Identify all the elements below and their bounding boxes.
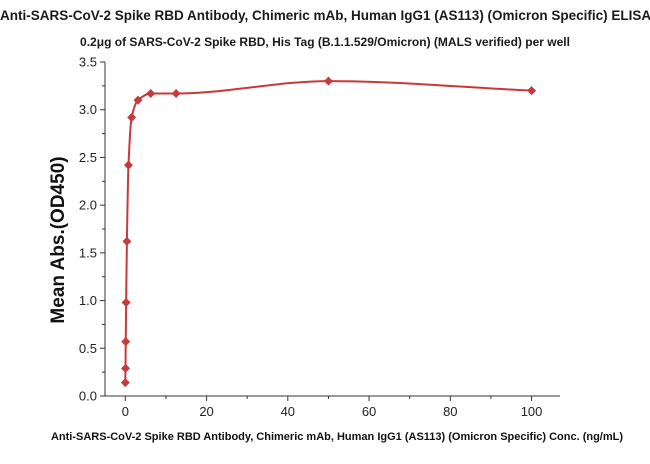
data-point bbox=[122, 236, 132, 246]
data-point bbox=[171, 88, 181, 98]
y-tick-label: 0.0 bbox=[79, 389, 97, 404]
y-tick-label: 0.5 bbox=[79, 341, 97, 356]
data-point bbox=[146, 88, 156, 98]
data-point bbox=[127, 112, 137, 122]
x-tick-label: 60 bbox=[362, 404, 376, 419]
axes: 0 20 40 60 80 100 0.0 0.5 1.0 1.5 2.0 2.5 3.0 3.5 bbox=[79, 55, 560, 419]
data-point bbox=[121, 297, 131, 307]
x-tick-label: 100 bbox=[521, 404, 543, 419]
y-tick-label: 1.5 bbox=[79, 245, 97, 260]
data-point bbox=[121, 337, 131, 347]
data-point bbox=[133, 95, 143, 105]
y-tick-label: 2.5 bbox=[79, 150, 97, 165]
data-point bbox=[121, 363, 131, 373]
y-tick-label: 2.0 bbox=[79, 198, 97, 213]
chart-subtitle: 0.2μg of SARS-CoV-2 Spike RBD, His Tag (… bbox=[80, 35, 570, 49]
fit-curve bbox=[124, 80, 532, 383]
data-point bbox=[120, 378, 130, 388]
chart-title: Anti-SARS-CoV-2 Spike RBD Antibody, Chim… bbox=[0, 8, 650, 23]
x-axis-title: Anti-SARS-CoV-2 Spike RBD Antibody, Chim… bbox=[51, 431, 623, 443]
y-tick-label: 3.0 bbox=[79, 102, 97, 117]
x-tick-label: 0 bbox=[122, 404, 129, 419]
x-tick-label: 20 bbox=[199, 404, 213, 419]
x-tick-label: 40 bbox=[281, 404, 295, 419]
data-markers bbox=[120, 76, 537, 388]
x-tick-label: 80 bbox=[443, 404, 457, 419]
data-point bbox=[527, 86, 537, 96]
data-point bbox=[323, 76, 333, 86]
y-tick-label: 1.0 bbox=[79, 293, 97, 308]
y-tick-label: 3.5 bbox=[79, 55, 97, 70]
y-axis-title: Mean Abs.(OD450) bbox=[48, 156, 69, 323]
data-point bbox=[123, 160, 133, 170]
